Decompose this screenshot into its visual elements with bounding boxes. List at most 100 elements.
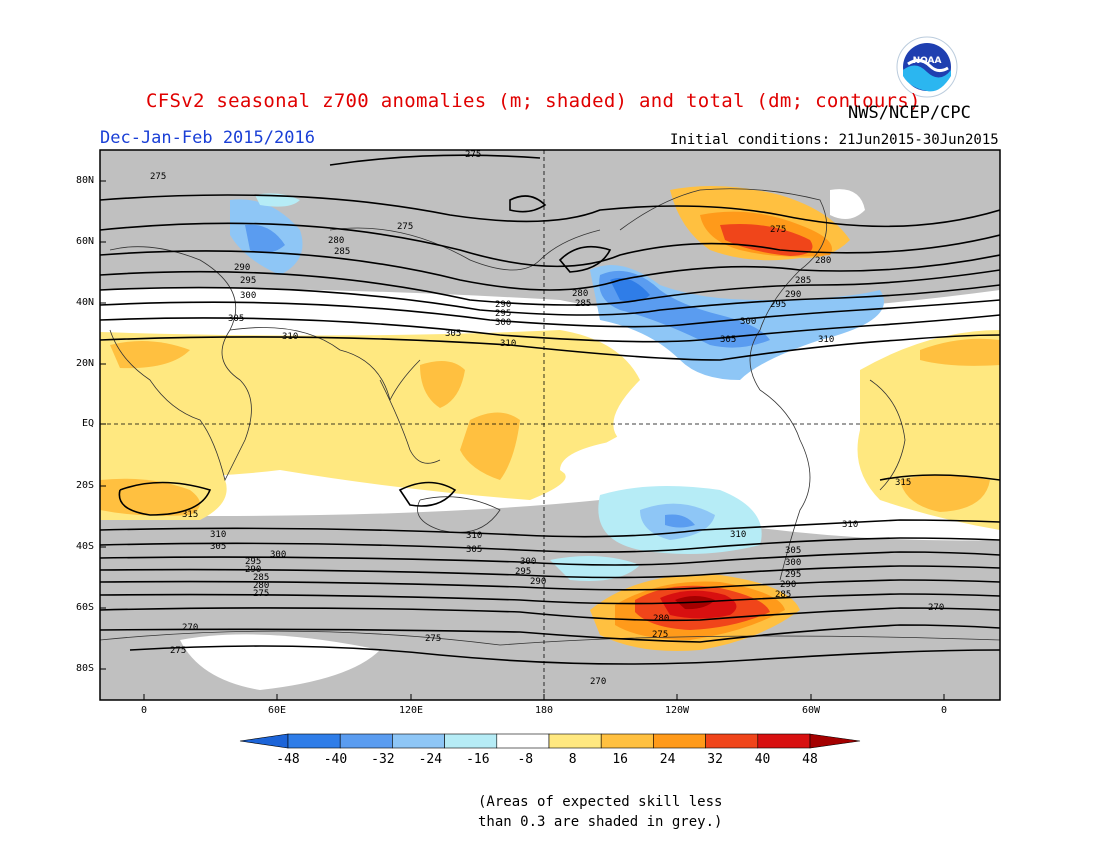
agency-label: NWS/NCEP/CPC [848,103,971,123]
colorbar-tick-label: 16 [612,752,628,767]
contour-label: 305 [466,545,482,555]
contour-label: 280 [572,289,588,299]
contour-label: 295 [515,567,531,577]
contour-label: 300 [495,318,511,328]
contour-label: 285 [334,247,350,257]
contour-label: 290 [495,300,511,310]
contour-label: 310 [730,530,746,540]
lon-label: 120E [398,705,424,716]
contour-label: 270 [928,603,944,613]
skill-note-line1: (Areas of expected skill less [478,794,723,810]
contour-label: 280 [653,614,669,624]
season-label: Dec-Jan-Feb 2015/2016 [100,128,315,148]
lon-label: 180 [534,705,554,716]
contour-label: 310 [500,339,516,349]
contour-label: 310 [210,530,226,540]
contour-label: 270 [590,677,606,687]
white-antarctic-patch [180,634,380,690]
colorbar-tick-label: -32 [371,752,395,767]
contour-label: 300 [785,558,801,568]
contour-label: 305 [228,314,244,324]
contour-label: 275 [150,172,166,182]
axis-ticks [100,180,945,700]
contour-label: 290 [785,290,801,300]
contour-label: 275 [652,630,668,640]
blue-siberia-core [245,224,285,254]
colorbar-tick-label: -8 [517,752,534,767]
contour-label: 285 [575,299,591,309]
lon-label: 60E [267,705,287,716]
contour-label: 305 [445,329,461,339]
colorbar-tick-label: 8 [568,752,577,767]
lon-label: 120W [664,705,690,716]
colorbar-tick-label: 40 [754,752,771,767]
blue-north-pacific-center [610,277,650,302]
orange-east-atlantic [900,475,990,512]
white-greenland [830,189,865,219]
contour-label: 290 [780,580,796,590]
contour-label: 310 [818,335,834,345]
noaa-logo-text: NOAA [913,56,942,66]
contour-label: 295 [245,557,261,567]
skill-note: (Areas of expected skill less than 0.3 a… [478,792,722,832]
contour-label: 290 [245,565,261,575]
lat-label: 40N [75,297,94,308]
contour-label: 275 [253,589,269,599]
lat-label: 40S [75,541,94,552]
colorbar-tick-label: -24 [418,752,443,767]
contour-label: 290 [234,263,250,273]
contour-label: 305 [785,546,801,556]
colorbar-tick-label: 32 [707,752,723,767]
contour-label: 295 [240,276,256,286]
contour-label: 315 [182,510,198,520]
contour-label: 310 [466,531,482,541]
contour-label: 280 [253,581,269,591]
lat-label: 80N [75,175,94,186]
contour-label: 275 [770,225,786,235]
blue-mid-south [550,556,640,581]
contour-label: 290 [530,577,546,587]
colorbar-tick-label: 24 [659,752,676,767]
initial-conditions-label: Initial conditions: 21Jun2015-30Jun2015 [670,132,999,148]
orange-west-pacific [460,412,520,480]
orange-africa [110,341,190,369]
lon-label: 0 [940,705,948,716]
orange-atlantic-north [920,338,1000,366]
contour-label: 270 [182,623,198,633]
colorbar-tick-label: -48 [276,752,300,767]
contour-label: 305 [210,542,226,552]
lat-label: 20N [75,358,94,369]
orange-arabia [420,361,465,408]
contour-label: 280 [815,256,831,266]
contour-label: 315 [895,478,911,488]
contour-label: 310 [842,520,858,530]
contour-label: 300 [240,291,256,301]
contour-label: 305 [720,335,736,345]
colorbar-tick-label: -40 [323,752,348,767]
contour-label: 285 [253,573,269,583]
contour-label: 295 [495,309,511,319]
red-canada [720,224,813,256]
contour-label: 285 [775,590,791,600]
blue-south-pacific-center [665,514,695,528]
lat-label: 60S [75,602,94,613]
lon-label: 60W [801,705,821,716]
contour-label: 300 [740,317,756,327]
skill-note-line2: than 0.3 are shaded in grey.) [478,814,723,830]
contour-label: 295 [770,300,786,310]
contour-label: 295 [785,570,801,580]
contour-label: 310 [282,332,298,342]
contour-label: 275 [425,634,441,644]
colorbar-tick-label: 48 [802,752,818,767]
lat-label: 80S [75,663,94,674]
contour-label: 275 [465,150,481,160]
colorbar-tick-label: -16 [466,752,490,767]
chart-title: CFSv2 seasonal z700 anomalies (m; shaded… [146,90,921,112]
contour-label: 285 [795,276,811,286]
lat-label: 20S [75,480,94,491]
contour-label: 275 [397,222,413,232]
lat-label: EQ [81,418,94,429]
height-contours [100,154,1000,665]
contour-label: 300 [520,557,536,567]
